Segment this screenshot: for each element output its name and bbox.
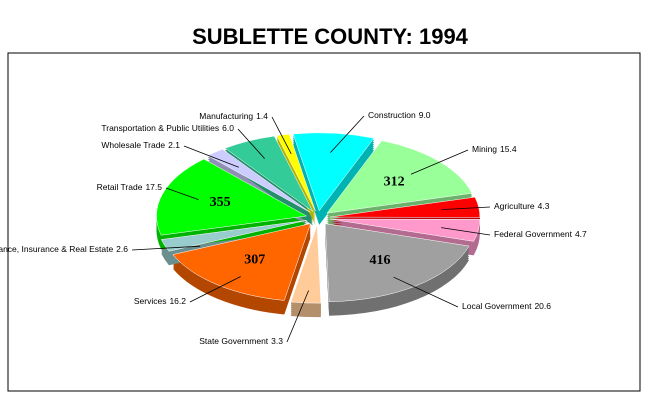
category-name: Wholesale Trade xyxy=(101,140,165,150)
category-label: Agriculture 4.3 xyxy=(494,201,550,211)
value-label: 20.6 xyxy=(534,301,551,311)
leader-line xyxy=(271,116,292,155)
category-name: Services xyxy=(134,296,167,306)
value-label: 4.7 xyxy=(575,229,587,239)
category-label: Retail Trade 17.5 xyxy=(97,182,163,192)
category-label: Federal Government 4.7 xyxy=(494,229,587,239)
leader-line xyxy=(165,187,199,200)
slice-side xyxy=(276,138,316,215)
value-label: 4.3 xyxy=(538,201,550,211)
category-name: Transportation & Public Utilities xyxy=(101,123,219,133)
category-label: State Government 3.3 xyxy=(199,336,283,346)
leader-line xyxy=(441,227,491,236)
category-name: Local Government xyxy=(462,301,532,311)
slice xyxy=(156,158,308,236)
leader-line xyxy=(183,145,239,168)
leader-line xyxy=(441,206,491,211)
slice-label: 312 xyxy=(384,174,405,189)
leader-line xyxy=(410,149,469,175)
value-label: 1.4 xyxy=(256,111,268,121)
value-label: 16.2 xyxy=(169,296,186,306)
leader-line xyxy=(330,115,365,153)
category-name: Agriculture xyxy=(494,201,535,211)
slice-label: 307 xyxy=(244,253,265,268)
slice xyxy=(290,225,322,304)
slice-label: 355 xyxy=(210,195,231,210)
slice xyxy=(329,196,481,218)
category-name: Retail Trade xyxy=(97,182,143,192)
category-name: Manufacturing xyxy=(199,111,253,121)
slice-side xyxy=(276,136,316,213)
category-label: Wholesale Trade 2.1 xyxy=(101,140,180,150)
category-name: State Government xyxy=(199,336,269,346)
slice xyxy=(276,133,316,212)
slice xyxy=(160,220,307,252)
value-label: 3.3 xyxy=(271,336,283,346)
category-label: Services 16.2 xyxy=(134,296,186,306)
category-name: Construction xyxy=(368,110,416,120)
category-label: Construction 9.0 xyxy=(368,110,431,120)
slice xyxy=(292,132,375,212)
category-label: Manufacturing 1.4 xyxy=(199,111,268,121)
category-name: Mining xyxy=(472,144,497,154)
chart-frame xyxy=(7,52,641,392)
category-label: Local Government 20.6 xyxy=(462,301,551,311)
leader-line xyxy=(286,290,309,343)
category-name: Finance, Insurance & Real Estate xyxy=(0,244,113,254)
slice-label: 416 xyxy=(369,253,390,268)
category-label: Transportation & Public Utilities 6.0 xyxy=(101,123,234,133)
value-label: 9.0 xyxy=(419,110,431,120)
leader-line xyxy=(237,128,265,159)
leader-line xyxy=(393,276,459,308)
category-name: Federal Government xyxy=(494,229,573,239)
value-label: 17.5 xyxy=(145,182,162,192)
leader-line xyxy=(131,245,201,251)
value-label: 6.0 xyxy=(222,123,234,133)
value-label: 15.4 xyxy=(500,144,517,154)
value-label: 2.6 xyxy=(116,244,128,254)
slice xyxy=(329,218,481,242)
value-label: 2.1 xyxy=(168,140,180,150)
leader-line xyxy=(189,276,241,303)
slice xyxy=(172,223,311,301)
chart-title: SUBLETTE COUNTY: 1994 xyxy=(192,24,469,49)
slice xyxy=(325,223,470,302)
category-label: Mining 15.4 xyxy=(472,144,517,154)
slice xyxy=(326,140,473,214)
